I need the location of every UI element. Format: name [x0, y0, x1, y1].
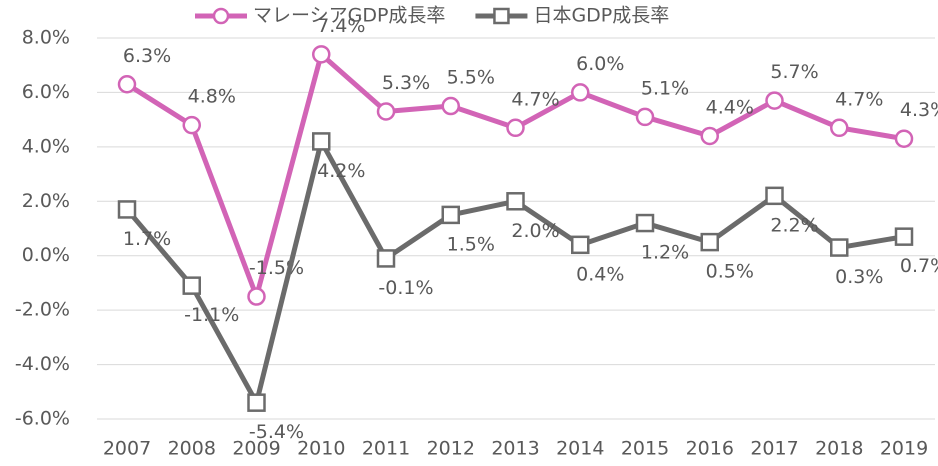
x-tick-label: 2008 — [168, 438, 216, 460]
x-tick-label: 2019 — [880, 438, 928, 460]
data-label: 1.7% — [123, 228, 171, 250]
data-label: 2.2% — [770, 214, 818, 236]
data-label: 5.3% — [382, 72, 430, 94]
data-label: -5.4% — [249, 421, 304, 443]
data-label: 2.0% — [511, 220, 559, 242]
data-label: 6.0% — [576, 53, 624, 75]
y-tick-label: 6.0% — [22, 81, 70, 103]
y-tick-label: -6.0% — [15, 408, 70, 430]
x-tick-label: 2013 — [491, 438, 539, 460]
y-tick-label: 2.0% — [22, 190, 70, 212]
data-label: 4.7% — [835, 88, 883, 110]
marker — [376, 249, 396, 268]
marker — [441, 96, 460, 116]
y-tick-label: -4.0% — [15, 353, 70, 375]
marker — [571, 235, 590, 255]
legend-label: 日本GDP成長率 — [533, 5, 669, 27]
marker — [765, 91, 784, 110]
series-line — [125, 138, 905, 406]
marker — [571, 83, 590, 102]
marker — [376, 102, 396, 121]
data-label: 4.2% — [317, 160, 365, 182]
marker — [182, 276, 201, 295]
data-label: 7.4% — [317, 15, 365, 37]
data-label: 4.3% — [900, 99, 938, 121]
legend-marker — [493, 7, 510, 25]
marker — [312, 132, 331, 151]
x-tick-label: 2018 — [815, 438, 863, 460]
data-label: 4.4% — [706, 96, 754, 118]
legend-label: マレーシアGDP成長率 — [253, 5, 445, 27]
marker — [830, 238, 849, 257]
x-tick-label: 2017 — [750, 438, 798, 460]
data-label: 6.3% — [123, 45, 171, 67]
legend-marker — [212, 7, 230, 25]
marker — [506, 118, 525, 138]
marker — [894, 129, 914, 148]
data-label: -0.1% — [378, 277, 433, 299]
x-tick-label: 2015 — [621, 438, 669, 460]
data-label: 4.8% — [188, 86, 236, 108]
marker — [117, 75, 137, 94]
marker — [894, 227, 914, 246]
marker — [247, 287, 266, 306]
marker — [635, 213, 655, 233]
data-label: 0.5% — [706, 261, 754, 283]
data-label: -1.5% — [249, 257, 304, 279]
marker — [117, 200, 137, 219]
x-tick-label: 2009 — [232, 438, 280, 460]
y-tick-label: 8.0% — [22, 27, 70, 49]
marker — [700, 232, 719, 252]
marker — [312, 45, 331, 64]
data-label: 5.7% — [770, 61, 818, 83]
marker — [441, 205, 460, 225]
x-tick-label: 2011 — [362, 438, 410, 460]
x-tick-label: 2012 — [427, 438, 475, 460]
y-tick-label: -2.0% — [15, 299, 70, 321]
marker — [700, 126, 719, 146]
data-label: 0.7% — [900, 255, 938, 277]
x-tick-label: 2007 — [103, 438, 151, 460]
marker — [247, 393, 266, 412]
marker — [830, 118, 849, 138]
marker — [182, 115, 201, 135]
y-tick-label: 4.0% — [22, 135, 70, 157]
data-label: 0.3% — [835, 266, 883, 288]
x-tick-label: 2016 — [686, 438, 734, 460]
data-label: -1.1% — [184, 304, 239, 326]
data-label: 0.4% — [576, 263, 624, 285]
marker — [506, 192, 525, 211]
data-label: 5.1% — [641, 77, 689, 99]
data-label: 4.7% — [511, 88, 559, 110]
marker — [635, 107, 655, 127]
x-tick-label: 2014 — [556, 438, 604, 460]
marker — [765, 186, 784, 206]
data-label: 1.2% — [641, 242, 689, 264]
y-tick-label: 0.0% — [22, 244, 70, 266]
data-label: 1.5% — [447, 233, 495, 255]
data-label: 5.5% — [447, 67, 495, 89]
x-tick-label: 2010 — [297, 438, 345, 460]
